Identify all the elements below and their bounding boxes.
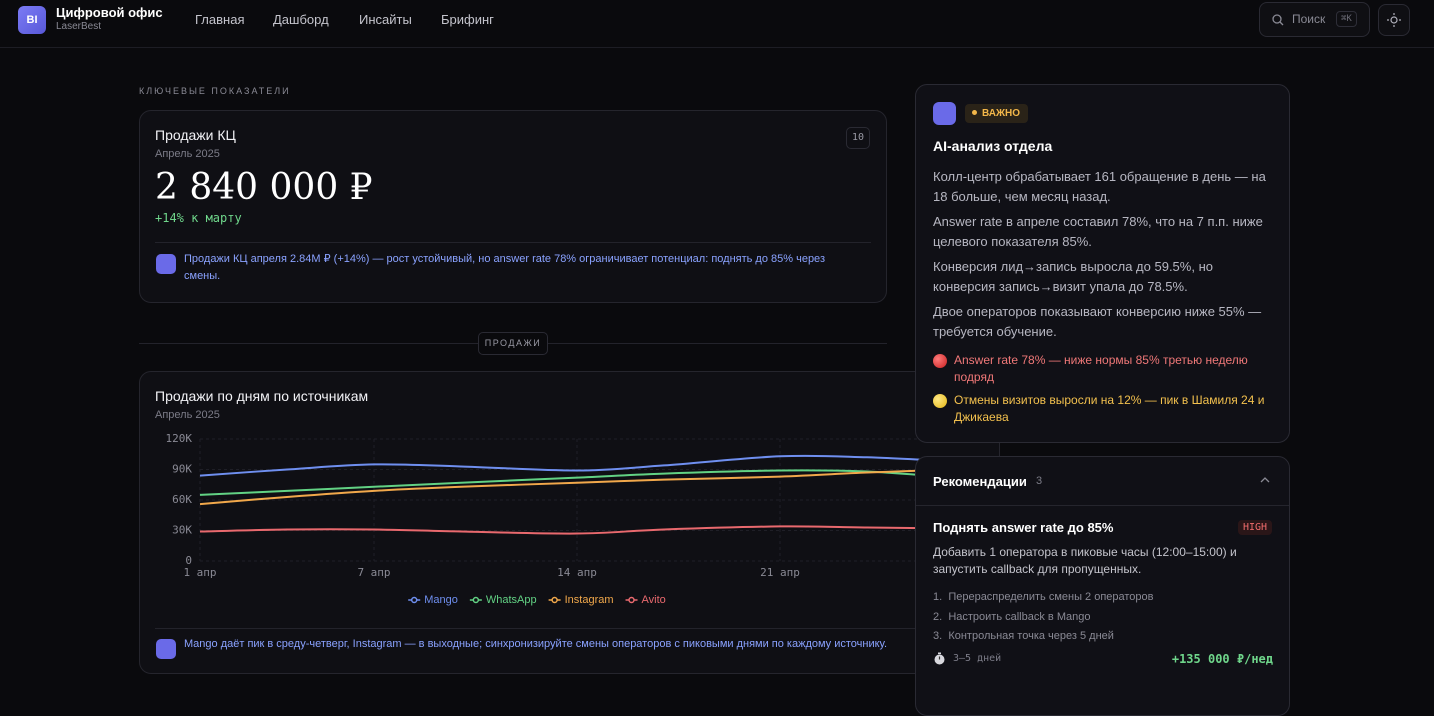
section-label: КЛЮЧЕВЫЕ ПОКАЗАТЕЛИ: [139, 86, 291, 96]
legend-item: WhatsApp: [469, 594, 537, 606]
app-subtitle: LaserBest: [56, 21, 102, 32]
legend-marker: [628, 596, 635, 604]
search-placeholder: Поиск: [1292, 12, 1326, 26]
rec-count: 3: [1036, 475, 1043, 487]
collapse-chevron[interactable]: [1260, 476, 1270, 484]
note-icon: [156, 639, 176, 659]
alert: Отмены визитов выросли на 12% — пик в Ша…: [954, 393, 1265, 424]
alert-dot: [933, 394, 947, 408]
top-bar: BI Цифровой офис LaserBest Главная Дашбо…: [0, 0, 1434, 48]
step-number: 2.: [933, 610, 943, 623]
divider-label: ПРОДАЖИ: [478, 332, 548, 355]
nav-link[interactable]: Главная: [195, 12, 245, 27]
series-line: [199, 469, 955, 496]
legend-marker: [410, 596, 418, 604]
chart-card: Продажи по дням по источникам Апрель 202…: [139, 371, 1000, 674]
recommendations-card: Рекомендации 3 Поднять answer rate до 85…: [915, 456, 1290, 716]
timer-icon: [934, 652, 945, 665]
step: 2. Настроить callback в Mango: [933, 608, 1154, 628]
ai-panel: ВАЖНО AI-анализ отдела Колл-центр обраба…: [915, 84, 1290, 443]
ai-title: AI-анализ отдела: [933, 138, 1053, 154]
ai-icon: [933, 102, 956, 125]
x-tick-label: 1 апр: [183, 566, 216, 579]
shortcut: ⌘K: [1336, 11, 1357, 27]
kpi-period: Апрель 2025: [155, 148, 220, 160]
chart-note: Mango даёт пик в среду-четверг, Instagra…: [184, 638, 888, 650]
ai-paragraph: Конверсия лид→запись выросла до 59.5%, н…: [933, 259, 1213, 294]
rec-item-title: Поднять answer rate до 85%: [933, 520, 1114, 535]
rec-duration: 3–5 дней: [953, 653, 1002, 664]
alert: Answer rate 78% — ниже нормы 85% третью …: [954, 353, 1248, 384]
step-number: 1.: [933, 591, 943, 603]
ai-tag: ВАЖНО: [965, 104, 1028, 123]
y-tick-label: 30K: [172, 524, 192, 537]
nav-link[interactable]: Инсайты: [359, 12, 412, 27]
tag-dot: [972, 110, 977, 115]
search-icon: [1272, 14, 1284, 26]
legend-label: Instagram: [565, 594, 614, 606]
series-line: [199, 525, 955, 535]
legend-label: WhatsApp: [486, 594, 537, 606]
ai-paragraph: Answer rate в апреле составил 78%, что н…: [933, 214, 1263, 249]
step-text: Контрольная точка через 5 дней: [948, 630, 1114, 642]
x-tick-label: 7 апр: [357, 566, 390, 579]
step-text: Перераспределить смены 2 операторов: [948, 591, 1154, 603]
ai-paragraph: Двое операторов показывают конверсию ниж…: [933, 304, 1262, 339]
ai-paragraphs: Колл-центр обрабатывает 161 обращение в …: [933, 167, 1278, 347]
alert-dot: [933, 354, 947, 368]
series-line: [199, 454, 955, 477]
line-chart: 0 30K 60K 90K 120K 1 апр 7 апр 14 апр 21 апр Mang…: [166, 432, 955, 606]
legend-item: Mango: [408, 594, 458, 606]
separator: [155, 242, 871, 243]
step: 3. Контрольная точка через 5 дней: [933, 627, 1154, 647]
y-tick-label: 90K: [172, 463, 192, 476]
chart-title: Продажи по дням по источникам: [155, 388, 369, 404]
kpi-title: Продажи КЦ: [155, 127, 236, 143]
ai-paragraph: Колл-центр обрабатывает 161 обращение в …: [933, 169, 1266, 204]
step-text: Настроить callback в Mango: [948, 610, 1091, 623]
y-tick-label: 0: [185, 554, 192, 567]
search-box[interactable]: Поиск ⌘K: [1259, 2, 1370, 37]
x-tick-label: 14 апр: [557, 566, 597, 579]
tag-text: ВАЖНО: [982, 108, 1020, 119]
rec-effect: +135 000 ₽/нед: [1171, 652, 1273, 666]
series-line: [199, 468, 955, 506]
rec-title: Рекомендации: [933, 474, 1027, 489]
legend-marker: [472, 596, 480, 604]
kpi-badge: 10: [846, 127, 870, 149]
kpi-change: +14% к марту: [155, 211, 242, 225]
legend-marker: [551, 596, 558, 604]
legend-label: Avito: [642, 594, 666, 606]
kpi-note: Продажи КЦ апреля 2.84M ₽ (+14%) — рост …: [184, 253, 825, 282]
rec-steps: 1. Перераспределить смены 2 операторов 2…: [933, 588, 1154, 647]
rec-item-text: Добавить 1 оператора в пиковые часы (12:…: [933, 545, 1237, 576]
x-tick-label: 21 апр: [760, 566, 800, 579]
priority-badge: HIGH: [1238, 520, 1273, 535]
chart-subtitle: Апрель 2025: [155, 409, 220, 421]
theme-toggle[interactable]: [1378, 4, 1410, 36]
separator: [916, 505, 1289, 506]
y-tick-label: 60K: [172, 493, 192, 506]
legend-item: Instagram: [548, 594, 614, 606]
legend-label: Mango: [424, 594, 458, 606]
separator: [155, 628, 915, 629]
kpi-card: Продажи КЦ Апрель 2025 10 2 840 000 ₽ +1…: [139, 110, 887, 303]
note-icon: [156, 254, 176, 274]
app-title: Цифровой офис: [56, 5, 163, 20]
legend-item: Avito: [625, 594, 666, 606]
y-tick-label: 120K: [166, 432, 193, 445]
step: 1. Перераспределить смены 2 операторов: [933, 588, 1154, 608]
kpi-value: 2 840 000 ₽: [155, 167, 373, 208]
nav-link[interactable]: Брифинг: [441, 12, 494, 27]
nav-link[interactable]: Дашборд: [273, 12, 329, 27]
step-number: 3.: [933, 630, 943, 642]
logo[interactable]: BI: [18, 6, 46, 34]
sun-icon: [1387, 13, 1401, 27]
